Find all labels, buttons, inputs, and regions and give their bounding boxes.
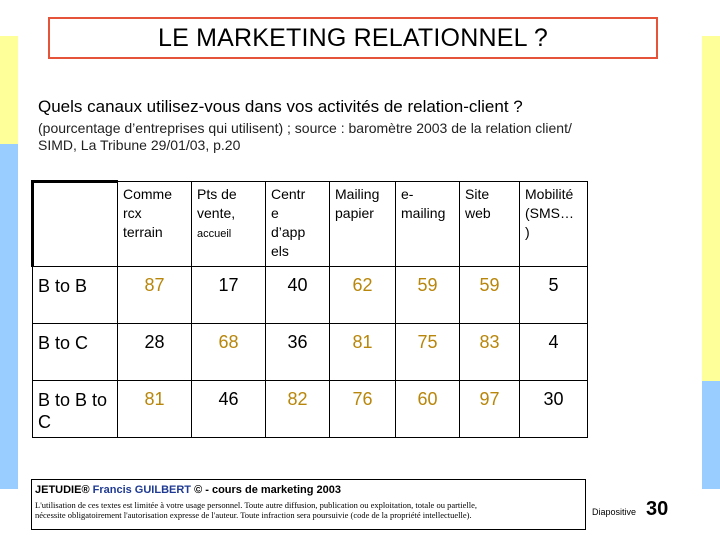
column-header-line: terrain (123, 224, 163, 240)
table-cell: 68 (191, 323, 266, 381)
column-header-5: e-mailing (395, 181, 460, 267)
source-line-1: (pourcentage d’entreprises qui utilisent… (38, 120, 572, 136)
credit-author: Francis GUILBERT (92, 484, 192, 496)
source-line-2: SIMD, La Tribune 29/01/03, p.20 (38, 137, 241, 153)
column-header-1: Comme rcx terrain (117, 181, 192, 267)
table-cell: 5 (519, 266, 588, 324)
footer-legal: L'utilisation de ces textes est limitée … (35, 500, 585, 520)
column-header-line: vente, (197, 205, 236, 221)
footer-credit: JETUDIE® Francis GUILBERT © - cours de m… (35, 484, 585, 496)
column-header-line: papier (335, 205, 374, 221)
column-header-line: e- (401, 186, 414, 202)
table-row: B to B 87 17 40 62 59 59 5 (32, 266, 588, 324)
header-corner (31, 180, 118, 267)
table-row: B to B to C 81 46 82 76 60 97 30 (32, 380, 588, 438)
column-header-line: rcx (123, 205, 142, 221)
column-header-line: ) (525, 224, 530, 240)
column-header-line: (SMS… (525, 205, 574, 221)
slide-title: LE MARKETING RELATIONNEL ? (48, 17, 658, 59)
table-cell: 60 (395, 380, 460, 438)
table-cell: 82 (265, 380, 330, 438)
table-cell: 59 (459, 266, 520, 324)
table-cell: 62 (329, 266, 396, 324)
column-header-line: web (465, 205, 491, 221)
table-cell: 75 (395, 323, 460, 381)
credit-prefix: JETUDIE® (35, 484, 93, 496)
table-cell: 30 (519, 380, 588, 438)
decor-bar-right-blue (702, 381, 720, 489)
channels-table: Comme rcx terrain Pts de vente, accueil Centr e… (31, 180, 588, 438)
header-row: Comme rcx terrain Pts de vente, accueil Centr e… (31, 180, 588, 267)
slide-label: Diapositive (592, 507, 637, 517)
legal-line-1: L'utilisation de ces textes est limitée … (35, 500, 478, 510)
table-cell: 17 (191, 266, 266, 324)
column-header-line: mailing (401, 205, 446, 221)
column-header-2: Pts de vente, accueil (191, 181, 266, 267)
footer-box: JETUDIE® Francis GUILBERT © - cours de m… (31, 479, 586, 530)
column-header-line: els (271, 243, 289, 259)
table-cell: 83 (459, 323, 520, 381)
slide-number: 30 (646, 498, 669, 520)
table-cell: 81 (329, 323, 396, 381)
row-label: B to C (32, 323, 118, 381)
column-header-line: Mailing (335, 186, 380, 202)
column-header-6: Site web (459, 181, 520, 267)
table-cell: 59 (395, 266, 460, 324)
column-header-line: Comme (123, 186, 173, 202)
column-header-line: Pts de (197, 186, 237, 202)
table-cell: 76 (329, 380, 396, 438)
credit-suffix: © - cours de marketing 2003 (191, 484, 341, 496)
decor-bar-right-yellow (702, 36, 720, 381)
decor-bar-left-blue (0, 144, 18, 489)
table-cell: 46 (191, 380, 266, 438)
column-header-small: accueil (197, 228, 232, 240)
table-cell: 4 (519, 323, 588, 381)
row-label: B to B to C (32, 380, 118, 438)
column-header-3: Centr e d’app els (265, 181, 330, 267)
row-label: B to B (32, 266, 118, 324)
column-header-line: d’app (271, 224, 306, 240)
table-row: B to C 28 68 36 81 75 83 4 (32, 323, 588, 381)
column-header-line: Centr (271, 186, 306, 202)
column-header-4: Mailing papier (329, 181, 396, 267)
table-cell: 36 (265, 323, 330, 381)
table-cell: 81 (117, 380, 192, 438)
table-cell: 97 (459, 380, 520, 438)
column-header-line: Site (465, 186, 490, 202)
column-header-line: e (271, 205, 279, 221)
column-header-7: Mobilité (SMS…) (519, 181, 588, 267)
table-cell: 40 (265, 266, 330, 324)
source-text: (pourcentage d’entreprises qui utilisent… (38, 120, 678, 154)
table-cell: 87 (117, 266, 192, 324)
column-header-line: Mobilité (525, 186, 574, 202)
legal-line-2: nécessite obligatoirement l'autorisation… (35, 510, 472, 520)
question-text: Quels canaux utilisez-vous dans vos acti… (38, 97, 523, 116)
table-cell: 28 (117, 323, 192, 381)
decor-bar-left-yellow (0, 36, 18, 144)
